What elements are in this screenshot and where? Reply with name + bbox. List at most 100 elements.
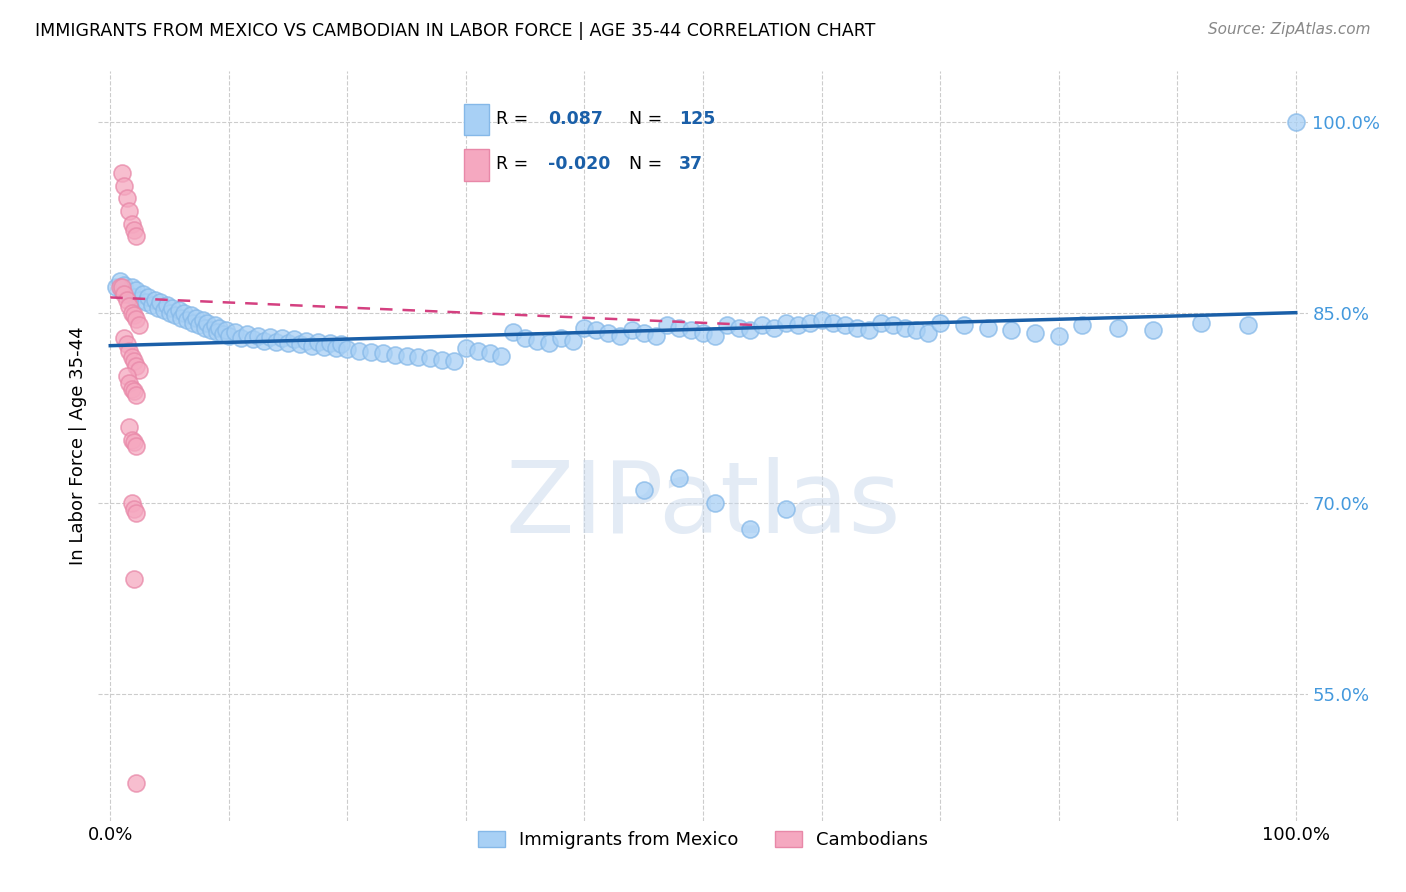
Point — [141, 298, 163, 312]
Point — [1000, 323, 1022, 337]
Point — [264, 334, 287, 349]
Point — [716, 318, 738, 333]
Point — [121, 496, 143, 510]
Point — [181, 316, 204, 330]
Point — [751, 318, 773, 333]
Point — [786, 318, 808, 333]
Point — [128, 363, 150, 377]
Point — [229, 331, 252, 345]
Point — [846, 321, 869, 335]
Point — [408, 350, 430, 364]
Point — [703, 328, 725, 343]
Point — [191, 313, 214, 327]
Point — [681, 323, 703, 337]
Point — [869, 316, 891, 330]
Point — [108, 274, 131, 288]
Point — [135, 295, 157, 310]
Point — [740, 323, 762, 337]
Point — [1024, 326, 1046, 340]
Point — [114, 178, 136, 193]
Point — [176, 313, 198, 327]
Point — [330, 337, 353, 351]
Point — [325, 341, 347, 355]
Point — [810, 313, 832, 327]
Point — [197, 316, 219, 330]
Point — [763, 321, 786, 335]
Point — [882, 318, 904, 333]
Point — [118, 343, 141, 358]
Point — [122, 435, 145, 450]
Point — [905, 323, 928, 337]
Point — [128, 318, 150, 333]
Point — [295, 334, 318, 348]
Point — [775, 502, 797, 516]
Text: IMMIGRANTS FROM MEXICO VS CAMBODIAN IN LABOR FORCE | AGE 35-44 CORRELATION CHART: IMMIGRANTS FROM MEXICO VS CAMBODIAN IN L… — [35, 22, 876, 40]
Point — [194, 321, 217, 335]
Point — [799, 316, 821, 330]
Point — [283, 332, 305, 346]
Point — [312, 340, 335, 354]
Point — [173, 306, 195, 320]
Point — [1189, 316, 1212, 330]
Point — [121, 382, 143, 396]
Point — [491, 349, 513, 363]
Point — [253, 334, 276, 348]
Point — [146, 301, 169, 315]
Point — [247, 328, 270, 343]
Point — [976, 321, 998, 335]
Point — [212, 327, 235, 342]
Point — [118, 204, 141, 219]
Point — [561, 334, 583, 348]
Point — [160, 301, 183, 315]
Point — [204, 318, 226, 333]
Point — [122, 223, 145, 237]
Point — [550, 331, 572, 345]
Point — [235, 327, 257, 342]
Point — [136, 290, 159, 304]
Text: ZIPatlas: ZIPatlas — [505, 458, 901, 555]
Point — [200, 323, 222, 337]
Point — [180, 308, 202, 322]
Point — [121, 217, 143, 231]
Point — [125, 229, 148, 244]
Point — [740, 522, 762, 536]
Point — [668, 471, 690, 485]
Point — [598, 326, 620, 340]
Point — [114, 277, 136, 292]
Point — [205, 325, 228, 339]
Point — [620, 323, 643, 337]
Point — [1071, 318, 1094, 333]
Point — [170, 310, 193, 325]
Point — [122, 572, 145, 586]
Point — [419, 351, 441, 366]
Point — [307, 334, 329, 349]
Point — [111, 283, 134, 297]
Point — [184, 310, 207, 325]
Point — [118, 299, 141, 313]
Point — [215, 323, 238, 337]
Point — [526, 334, 548, 348]
Point — [125, 439, 148, 453]
Point — [1047, 328, 1070, 343]
Point — [167, 303, 190, 318]
Point — [114, 286, 136, 301]
Point — [1237, 318, 1260, 333]
Point — [371, 346, 394, 360]
Point — [271, 331, 294, 345]
Point — [703, 496, 725, 510]
Point — [122, 354, 145, 368]
Point — [121, 433, 143, 447]
Y-axis label: In Labor Force | Age 35-44: In Labor Force | Age 35-44 — [69, 326, 87, 566]
Point — [1285, 115, 1308, 129]
Point — [929, 316, 952, 330]
Point — [149, 295, 172, 310]
Point — [657, 318, 679, 333]
Point — [208, 321, 231, 335]
Point — [259, 330, 281, 344]
Point — [125, 312, 148, 326]
Point — [152, 303, 174, 318]
Legend: Immigrants from Mexico, Cambodians: Immigrants from Mexico, Cambodians — [471, 824, 935, 856]
Point — [105, 280, 128, 294]
Point — [917, 326, 939, 340]
Point — [121, 306, 143, 320]
